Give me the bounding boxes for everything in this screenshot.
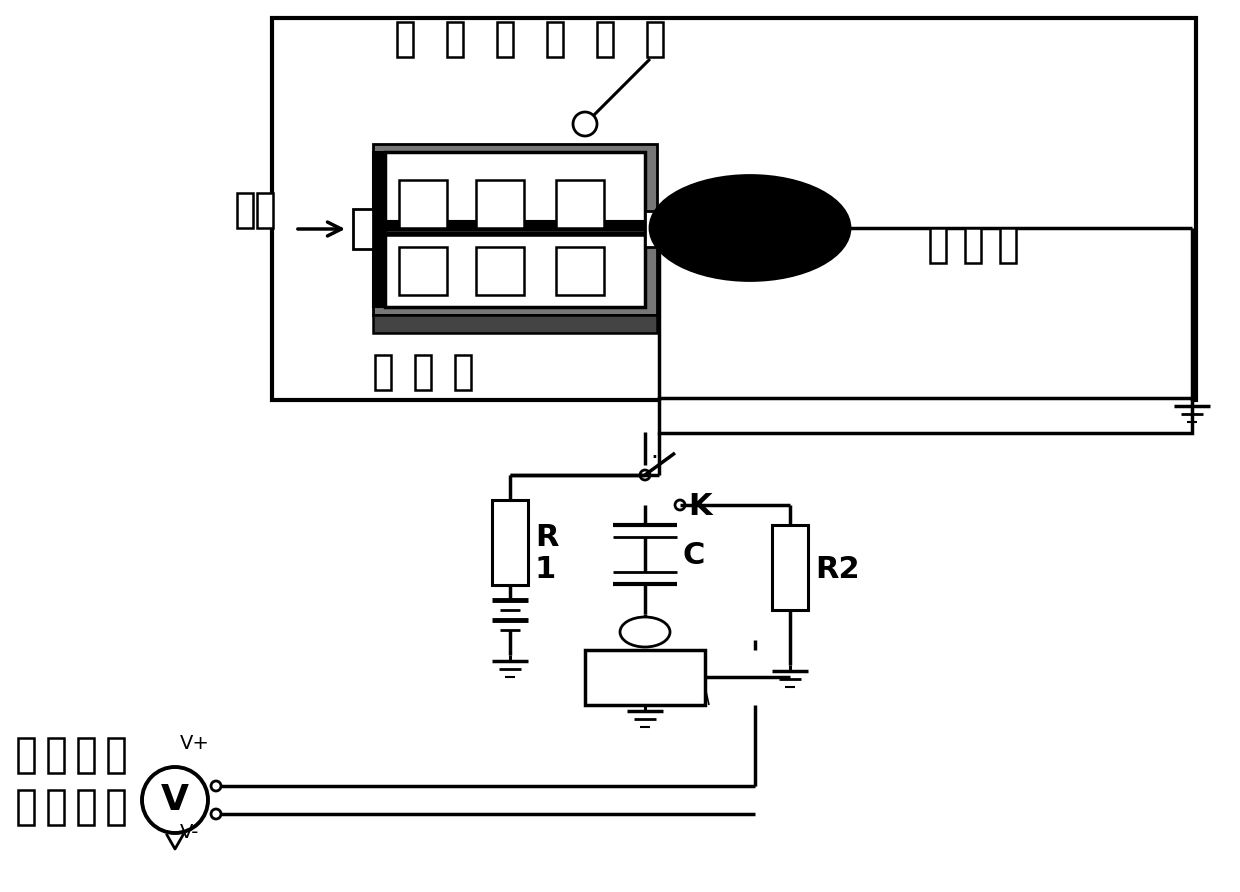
Bar (965, 228, 981, 263)
Bar (476, 180, 525, 228)
Text: R: R (534, 524, 558, 552)
Bar (492, 500, 528, 585)
Bar (384, 152, 645, 307)
Bar (645, 211, 658, 247)
Bar (497, 22, 513, 57)
Bar (353, 209, 373, 249)
Bar (257, 193, 273, 228)
Text: V: V (161, 783, 188, 817)
Bar (415, 355, 432, 390)
Bar (48, 790, 64, 825)
Text: C: C (683, 541, 706, 569)
Bar (476, 247, 525, 295)
Bar (19, 790, 33, 825)
Bar (373, 144, 657, 315)
Bar (78, 738, 94, 773)
Text: K: K (688, 492, 712, 521)
Bar (556, 247, 604, 295)
Bar (658, 398, 1192, 433)
Bar (19, 738, 33, 773)
Bar (399, 180, 446, 228)
Text: .: . (650, 439, 658, 463)
Bar (585, 650, 706, 705)
Bar (108, 738, 124, 773)
Bar (999, 228, 1016, 263)
Bar (237, 193, 253, 228)
Bar (547, 22, 563, 57)
Bar (373, 315, 657, 333)
Bar (272, 18, 1197, 400)
Text: 1: 1 (534, 556, 557, 584)
Bar (373, 152, 384, 307)
Bar (446, 22, 463, 57)
Text: R2: R2 (815, 556, 859, 584)
Bar (455, 355, 471, 390)
Bar (596, 22, 613, 57)
Ellipse shape (650, 176, 849, 280)
Bar (397, 22, 413, 57)
Bar (647, 22, 663, 57)
Text: V-: V- (180, 823, 200, 842)
Bar (108, 790, 124, 825)
Text: V+: V+ (180, 734, 210, 753)
Bar (399, 247, 446, 295)
Bar (374, 355, 391, 390)
Bar (773, 525, 808, 610)
Bar (930, 228, 946, 263)
Bar (48, 738, 64, 773)
Bar (556, 180, 604, 228)
Bar (78, 790, 94, 825)
